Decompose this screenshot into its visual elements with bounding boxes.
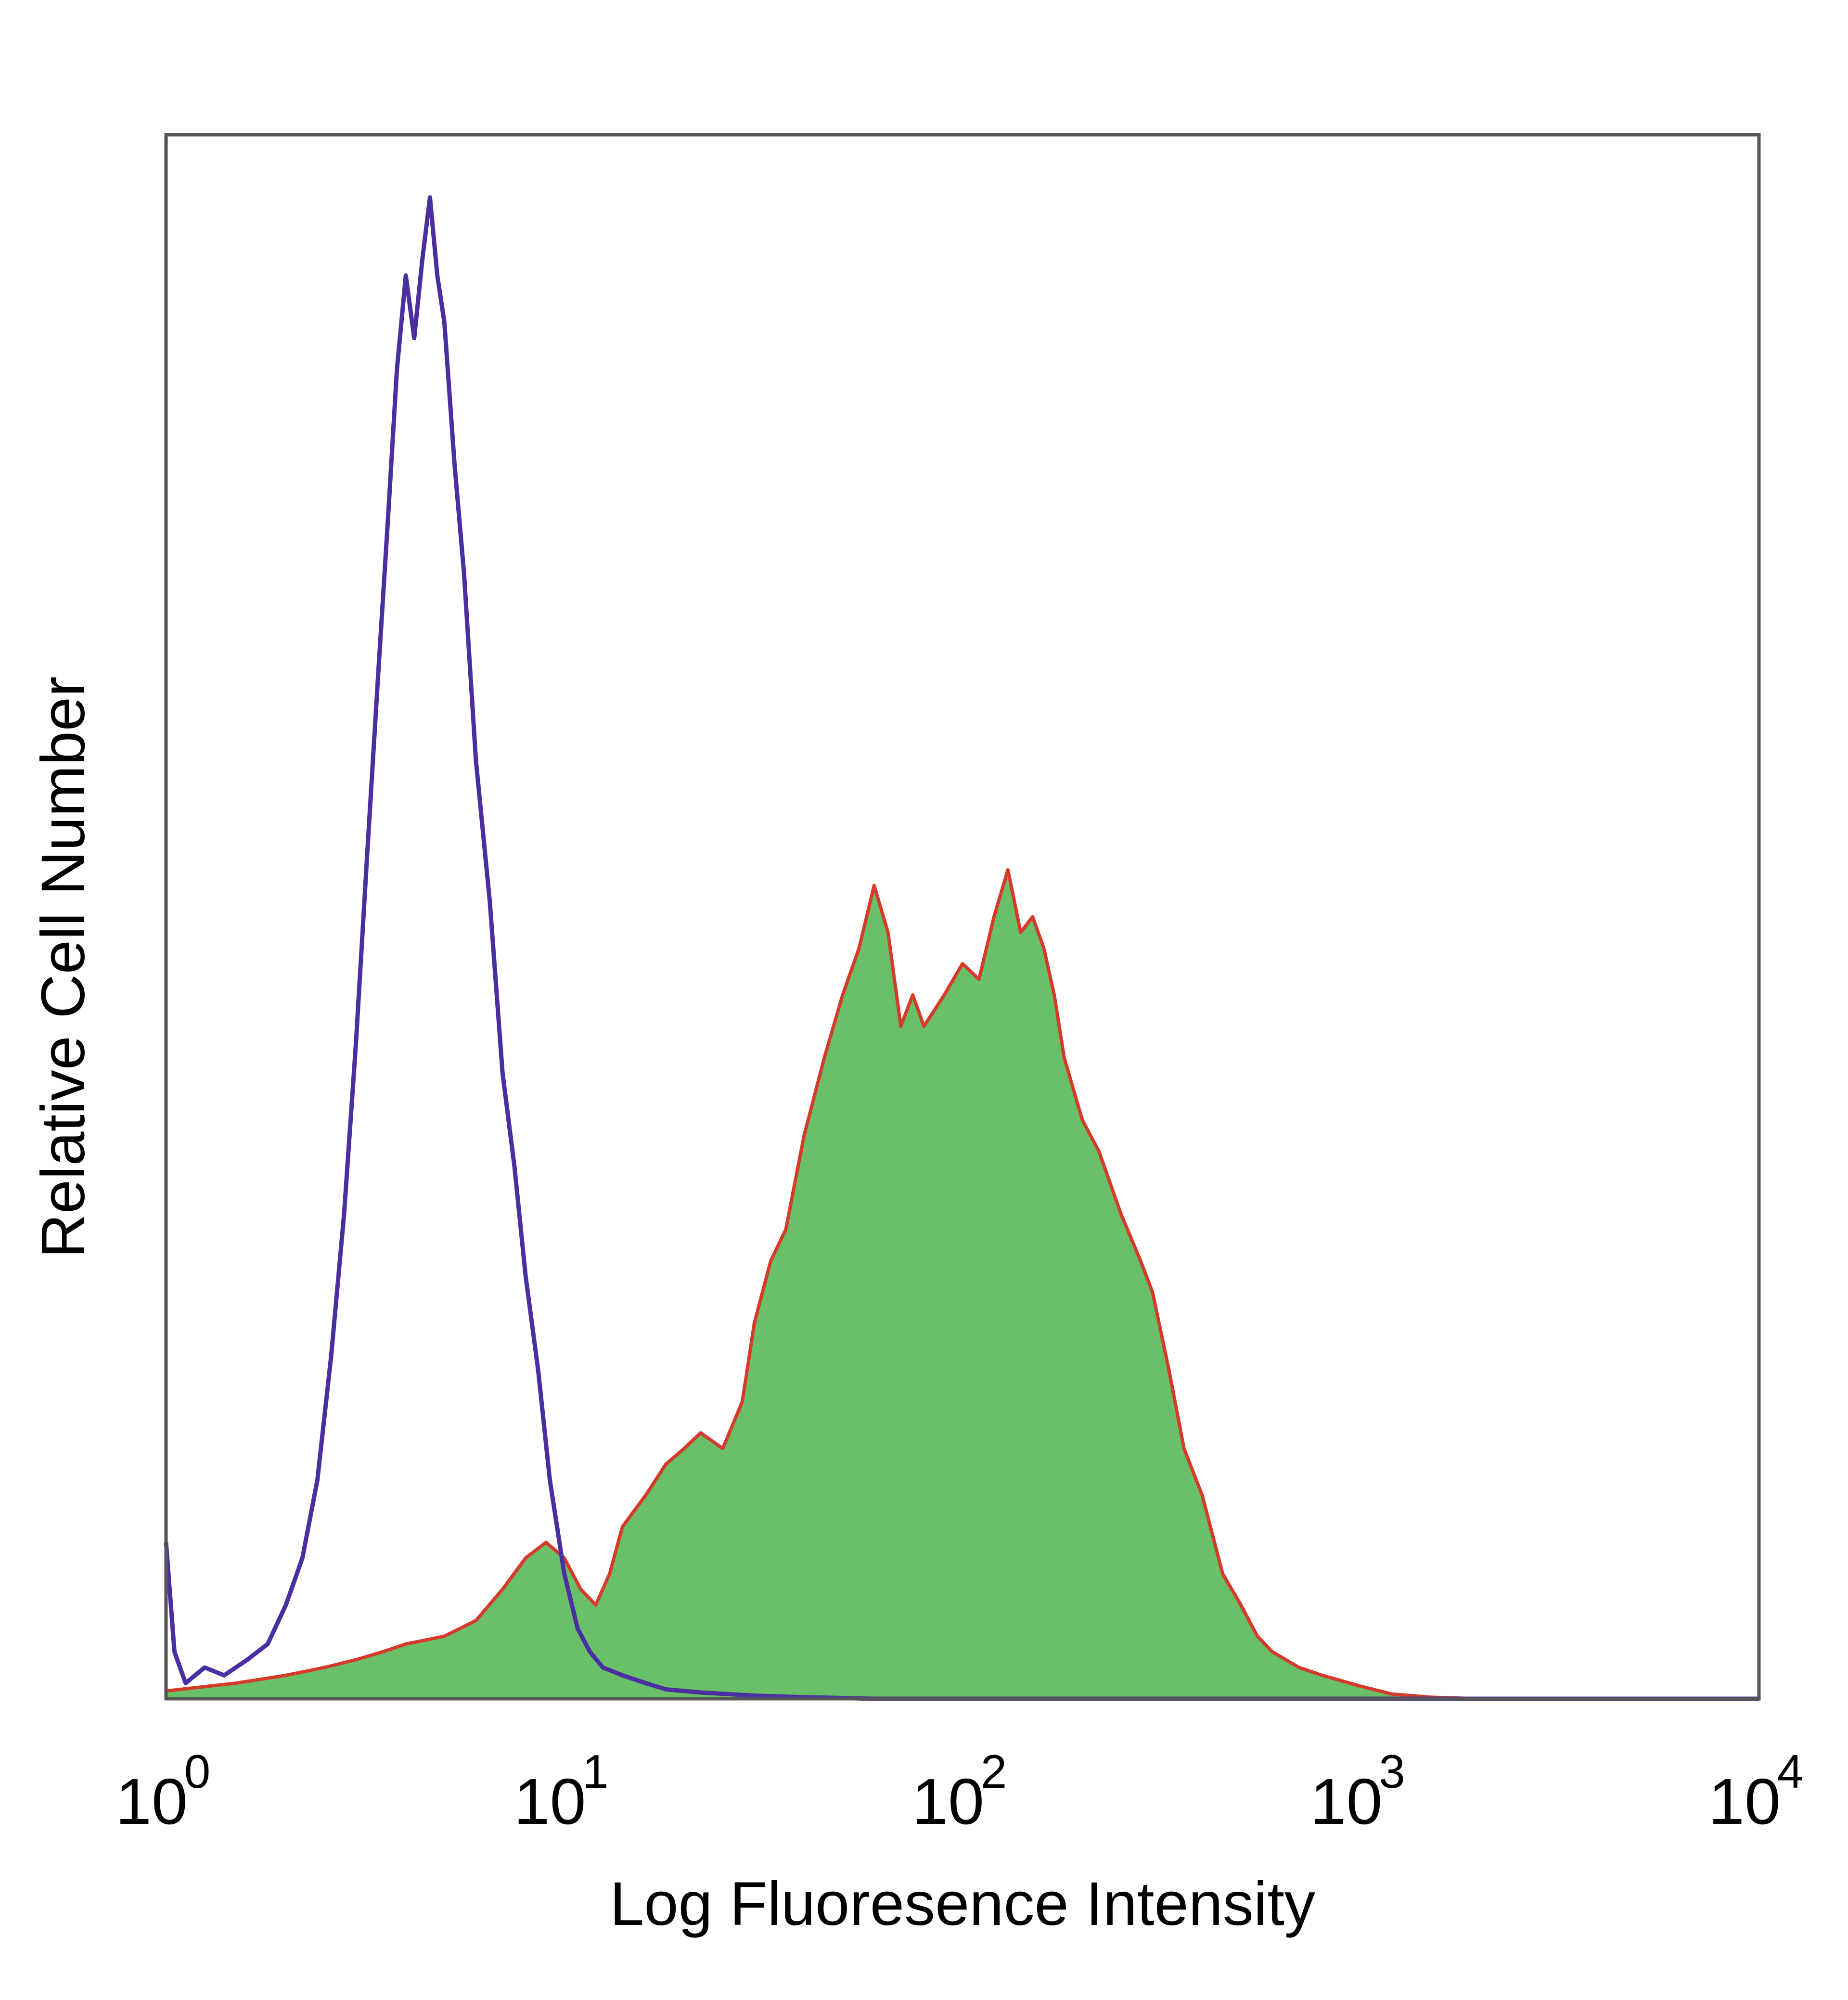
series-layer bbox=[164, 195, 1759, 1701]
series-1-area bbox=[166, 870, 1759, 1699]
x-axis-label: Log Fluoresence Intensity bbox=[610, 1870, 1315, 1938]
x-tick-exponent: 0 bbox=[184, 1745, 211, 1798]
plot-frame bbox=[164, 133, 1761, 1701]
x-tick-exponent: 4 bbox=[1777, 1745, 1804, 1798]
x-tick-exponent: 1 bbox=[582, 1745, 609, 1798]
x-tick-label: 10 bbox=[1310, 1765, 1382, 1838]
x-tick-layer: 100 101 102 103 104 bbox=[116, 1745, 1803, 1838]
y-axis-label: Relative Cell Number bbox=[29, 676, 98, 1258]
x-tick-label: 10 bbox=[912, 1765, 984, 1838]
series-1-outline bbox=[166, 868, 1759, 1701]
x-tick-exponent: 2 bbox=[981, 1745, 1007, 1798]
series-0-line bbox=[164, 195, 1759, 1701]
x-tick-label: 10 bbox=[1708, 1765, 1781, 1838]
x-tick-label: 10 bbox=[116, 1765, 188, 1838]
x-tick-exponent: 3 bbox=[1379, 1745, 1405, 1798]
x-tick-label: 10 bbox=[513, 1765, 586, 1838]
